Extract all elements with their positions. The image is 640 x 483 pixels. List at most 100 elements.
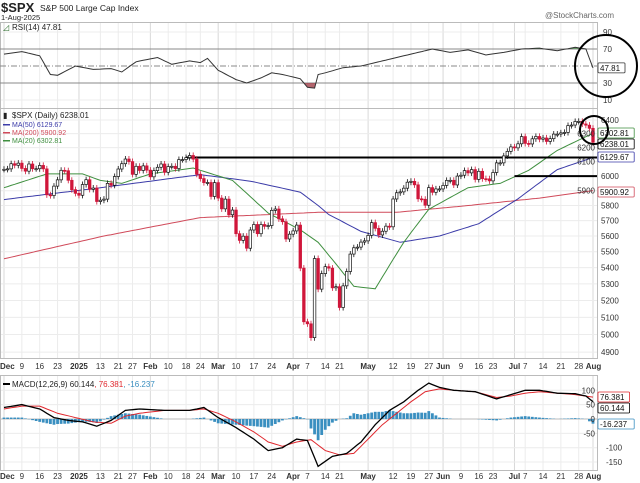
- candle: [80, 181, 85, 199]
- candle: [323, 263, 327, 277]
- candle: [63, 167, 67, 174]
- candle: [366, 232, 370, 244]
- candle: [2, 166, 6, 173]
- macd-histogram-bar: [141, 415, 145, 419]
- candle-body: [412, 180, 417, 186]
- candle: [330, 265, 335, 291]
- date-axis-tick: Dec: [0, 472, 15, 481]
- macd-histogram-bar: [527, 416, 531, 419]
- candle-body: [80, 184, 85, 196]
- ma200-line: [3, 190, 594, 260]
- candle-body: [45, 168, 49, 196]
- candle: [134, 163, 138, 178]
- candle: [516, 140, 520, 151]
- candle: [70, 177, 74, 193]
- candle: [316, 255, 320, 293]
- macd-histogram-bar: [309, 419, 313, 429]
- ma20-legend-label: MA(20) 6302.81: [12, 138, 62, 145]
- macd-histogram-bar: [202, 417, 206, 419]
- macd-histogram-bar: [59, 419, 63, 424]
- candle: [230, 207, 235, 218]
- candle-legend-icon: ▮: [3, 111, 7, 120]
- candle-body: [380, 230, 385, 236]
- candle-body: [530, 138, 534, 145]
- candle: [166, 163, 170, 176]
- macd-histogram-bar: [266, 419, 270, 428]
- date-axis-tick: 18: [182, 362, 191, 371]
- macd-histogram-bar: [423, 412, 427, 419]
- ma50-last-value-box: [597, 151, 635, 163]
- candle-body: [55, 179, 60, 187]
- candle-body: [63, 169, 67, 172]
- date-axis-tick: May: [360, 472, 376, 481]
- candle: [455, 173, 460, 189]
- candle: [180, 156, 185, 163]
- candle-body: [38, 165, 42, 170]
- date-axis-tick: Dec: [0, 362, 15, 371]
- candle: [255, 221, 260, 237]
- date-axis-tick: 21: [335, 362, 344, 371]
- candle-body: [9, 163, 13, 170]
- candle: [519, 133, 524, 147]
- candle-body: [494, 162, 499, 173]
- date-axis-tick: Aug: [586, 362, 602, 371]
- candle-body: [145, 165, 149, 171]
- candle-body: [498, 162, 502, 165]
- date-axis-tick: 9: [459, 362, 464, 371]
- price-axis-tick: 5100: [601, 313, 619, 322]
- candle: [16, 160, 20, 169]
- candle: [320, 270, 324, 293]
- macd-histogram-bar: [520, 416, 524, 419]
- macd-histogram-bar: [116, 414, 120, 419]
- candle-body: [73, 189, 78, 194]
- macd-series: [2, 382, 595, 468]
- hist-last-value: -16.237: [600, 420, 628, 429]
- macd-histogram-bar: [359, 414, 363, 419]
- date-axis-tick: 23: [489, 362, 498, 371]
- candle-body: [98, 199, 103, 202]
- candle: [187, 152, 192, 161]
- date-axis-tick: 23: [489, 472, 498, 481]
- macd-histogram-bar: [159, 418, 163, 419]
- rsi-overbought-fill: [0, 47, 597, 49]
- rsi-axis-tick: 10: [603, 96, 612, 105]
- candle: [309, 320, 313, 341]
- date-axis-tick: 13: [96, 472, 105, 481]
- date-axis-tick: Feb: [143, 472, 157, 481]
- stockcharts-watermark: @StockCharts.com: [545, 11, 614, 20]
- candle-body: [405, 181, 410, 189]
- candle: [145, 162, 149, 174]
- candle-body: [273, 208, 277, 211]
- candle-body: [327, 266, 331, 269]
- macd-histogram-bar: [395, 411, 399, 419]
- candle: [123, 155, 128, 167]
- candle-body: [84, 179, 88, 185]
- candle-body: [123, 158, 128, 165]
- price-legend: ▮ $SPX (Daily) 6238.01 MA(50) 6129.67 MA…: [3, 111, 89, 145]
- macd-histogram-bar: [391, 411, 395, 419]
- candle: [98, 197, 103, 205]
- candle: [212, 179, 217, 200]
- date-axis-tick: 21: [114, 472, 123, 481]
- macd-histogram-bar: [409, 413, 413, 419]
- candle-body: [34, 168, 38, 171]
- candle-body: [20, 162, 24, 169]
- candle-body: [362, 240, 367, 243]
- candle: [137, 163, 142, 174]
- candle: [9, 160, 13, 172]
- macd-histogram-bar: [216, 419, 220, 424]
- candle-body: [180, 159, 185, 161]
- macd-histogram-bar: [106, 417, 109, 419]
- macd-panel: [0, 375, 598, 471]
- candle-body: [420, 198, 424, 201]
- candle: [102, 196, 106, 204]
- rsi-axis-tick: 30: [603, 79, 612, 88]
- candle: [541, 134, 545, 143]
- date-axis-tick: 12: [389, 472, 398, 481]
- candle-body: [230, 209, 235, 216]
- date-axis-tick: 9: [20, 362, 25, 371]
- price-axis-tick: 5600: [601, 232, 619, 241]
- candle: [537, 133, 542, 143]
- candle: [577, 118, 581, 125]
- candle: [430, 184, 435, 196]
